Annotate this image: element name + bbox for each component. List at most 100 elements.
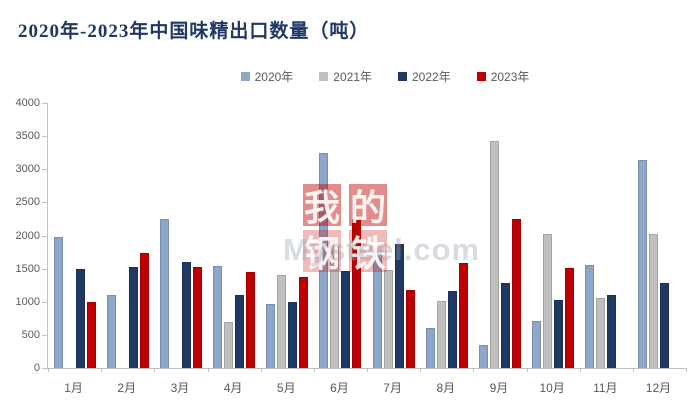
legend-item-2020年: 2020年 bbox=[240, 68, 294, 85]
x-tick-mark bbox=[686, 368, 687, 372]
chart-title: 2020年-2023年中国味精出口数量（吨） bbox=[18, 21, 370, 42]
x-axis-label-6月: 6月 bbox=[330, 381, 349, 395]
bar-group-10月 bbox=[527, 103, 580, 368]
bar-2022年-12月 bbox=[660, 283, 670, 368]
y-tick-mark bbox=[42, 103, 47, 104]
legend-item-2021年: 2021年 bbox=[319, 68, 372, 85]
x-tick-mark bbox=[260, 368, 262, 372]
x-axis-labels: 1月 2月 3月 4月 5月 6月 7月 8月 9月 10月 11月 12月 bbox=[47, 379, 685, 396]
x-tick-mark bbox=[48, 368, 49, 372]
bar-2023年-6月 bbox=[352, 219, 362, 368]
bar-2020年-12月 bbox=[638, 160, 648, 368]
bar-2022年-2月 bbox=[128, 267, 138, 368]
bar-2021年-12月 bbox=[649, 234, 659, 368]
x-tick-mark bbox=[207, 368, 209, 372]
bar-2020年-8月 bbox=[425, 328, 435, 368]
bar-2021年-4月 bbox=[224, 322, 234, 368]
x-axis-label-9月: 9月 bbox=[489, 381, 509, 395]
y-tick-label: 1000 bbox=[15, 295, 40, 308]
x-tick-mark bbox=[313, 368, 315, 372]
legend-swatch-icon bbox=[476, 72, 486, 81]
bar-2023年-10月 bbox=[565, 268, 575, 368]
bar-2022年-3月 bbox=[181, 262, 191, 368]
bar-2021年-6月 bbox=[330, 246, 340, 368]
y-tick-mark bbox=[42, 202, 47, 204]
bar-2023年-3月 bbox=[192, 267, 202, 368]
bar-2022年-11月 bbox=[607, 295, 617, 368]
legend-item-2023年: 2023年 bbox=[476, 68, 530, 85]
bar-2020年-1月 bbox=[53, 237, 63, 368]
legend-label: 2022年 bbox=[412, 70, 451, 84]
bar-2023年-5月 bbox=[299, 277, 309, 368]
bar-group-4月 bbox=[208, 103, 261, 368]
bar-2020年-4月 bbox=[213, 266, 223, 368]
bar-groups bbox=[48, 103, 686, 368]
legend-label: 2023年 bbox=[490, 70, 530, 84]
bar-group-2月 bbox=[101, 103, 154, 368]
plot-area bbox=[42, 103, 687, 372]
bar-2020年-11月 bbox=[585, 265, 595, 368]
x-axis-label-10月: 10月 bbox=[539, 381, 565, 395]
bar-group-11月 bbox=[580, 103, 633, 368]
bar-group-6月 bbox=[314, 103, 367, 368]
y-tick-mark bbox=[42, 169, 47, 171]
bar-2022年-6月 bbox=[341, 271, 351, 368]
bar-2023年-9月 bbox=[511, 219, 521, 368]
bar-2021年-9月 bbox=[489, 141, 499, 368]
bar-group-8月 bbox=[420, 103, 473, 368]
y-tick-mark bbox=[42, 235, 47, 237]
y-axis-labels: 4000 3500 3000 2500 2000 1500 1000 500 0 bbox=[0, 97, 40, 374]
x-tick-mark bbox=[420, 368, 422, 372]
y-tick-label: 2500 bbox=[15, 196, 40, 209]
y-tick-label: 4000 bbox=[15, 97, 40, 109]
y-tick-label: 3000 bbox=[15, 163, 40, 176]
bar-group-7月 bbox=[367, 103, 420, 368]
y-tick-label: 0 bbox=[33, 362, 40, 374]
y-tick-mark bbox=[42, 334, 47, 336]
bar-2022年-7月 bbox=[394, 244, 404, 368]
bar-2022年-5月 bbox=[288, 302, 298, 368]
bar-2023年-2月 bbox=[139, 253, 149, 368]
x-tick-mark bbox=[526, 368, 528, 372]
legend-item-2022年: 2022年 bbox=[398, 68, 451, 85]
bar-group-3月 bbox=[154, 103, 207, 368]
x-tick-mark bbox=[367, 368, 368, 372]
x-axis-label-1月: 1月 bbox=[64, 381, 83, 395]
bar-2023年-1月 bbox=[86, 302, 96, 368]
bar-2020年-9月 bbox=[478, 345, 488, 368]
x-axis-label-8月: 8月 bbox=[436, 381, 456, 395]
legend: 2020年 2021年 2022年 2023年 bbox=[35, 68, 700, 85]
x-axis-label-5月: 5月 bbox=[276, 381, 296, 395]
y-tick-mark bbox=[42, 268, 47, 270]
x-axis-label-2月: 2月 bbox=[117, 381, 137, 395]
x-tick-mark bbox=[632, 368, 634, 372]
legend-label: 2020年 bbox=[254, 70, 294, 84]
bar-2022年-9月 bbox=[500, 283, 510, 368]
bar-2021年-10月 bbox=[543, 234, 553, 368]
bar-2021年-8月 bbox=[436, 301, 446, 368]
bar-2020年-6月 bbox=[319, 153, 329, 368]
legend-label: 2021年 bbox=[333, 70, 372, 84]
bar-2021年-5月 bbox=[277, 275, 287, 368]
y-tick-label: 3500 bbox=[15, 130, 40, 143]
bar-group-12月 bbox=[633, 103, 686, 368]
x-axis-label-7月: 7月 bbox=[383, 381, 402, 395]
bar-group-5月 bbox=[261, 103, 314, 368]
bar-2020年-2月 bbox=[106, 295, 116, 368]
x-tick-mark bbox=[154, 368, 156, 372]
y-tick-mark bbox=[42, 136, 47, 138]
bar-2020年-5月 bbox=[266, 304, 276, 368]
legend-swatch-icon bbox=[319, 72, 329, 81]
bar-2023年-4月 bbox=[246, 272, 256, 368]
bar-2020年-7月 bbox=[372, 251, 382, 368]
x-tick-mark bbox=[579, 368, 581, 372]
x-tick-mark bbox=[101, 368, 103, 372]
y-tick-mark bbox=[42, 301, 47, 303]
y-tick-label: 500 bbox=[21, 328, 40, 341]
legend-swatch-icon bbox=[240, 72, 250, 81]
bar-2021年-7月 bbox=[383, 270, 393, 368]
bar-group-1月 bbox=[48, 103, 101, 368]
bar-2023年-8月 bbox=[458, 263, 468, 368]
bar-2020年-3月 bbox=[159, 219, 169, 368]
bar-2022年-8月 bbox=[447, 291, 457, 368]
